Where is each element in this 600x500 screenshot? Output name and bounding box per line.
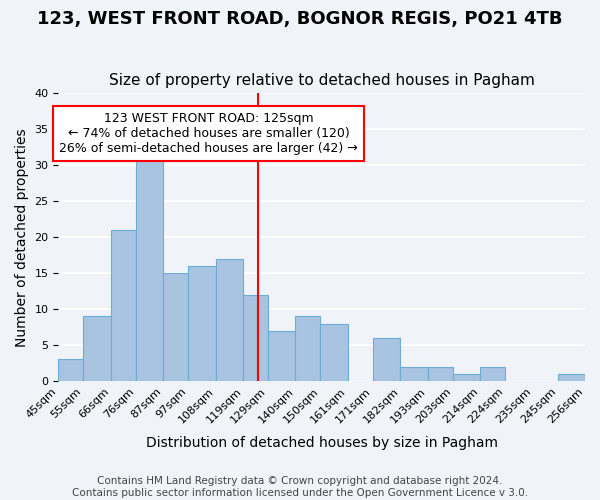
Bar [557,374,585,381]
Bar [58,360,83,381]
Bar [453,374,480,381]
X-axis label: Distribution of detached houses by size in Pagham: Distribution of detached houses by size … [146,436,498,450]
Bar [243,294,268,381]
Bar [480,366,505,381]
Bar [295,316,320,381]
Bar [188,266,215,381]
Y-axis label: Number of detached properties: Number of detached properties [15,128,29,346]
Text: 123 WEST FRONT ROAD: 125sqm
← 74% of detached houses are smaller (120)
26% of se: 123 WEST FRONT ROAD: 125sqm ← 74% of det… [59,112,358,155]
Bar [215,259,243,381]
Bar [268,330,295,381]
Bar [136,158,163,381]
Bar [111,230,136,381]
Bar [163,273,188,381]
Bar [83,316,111,381]
Bar [373,338,400,381]
Bar [320,324,348,381]
Text: 123, WEST FRONT ROAD, BOGNOR REGIS, PO21 4TB: 123, WEST FRONT ROAD, BOGNOR REGIS, PO21… [37,10,563,28]
Bar [428,366,453,381]
Bar [400,366,428,381]
Title: Size of property relative to detached houses in Pagham: Size of property relative to detached ho… [109,73,535,88]
Text: Contains HM Land Registry data © Crown copyright and database right 2024.
Contai: Contains HM Land Registry data © Crown c… [72,476,528,498]
